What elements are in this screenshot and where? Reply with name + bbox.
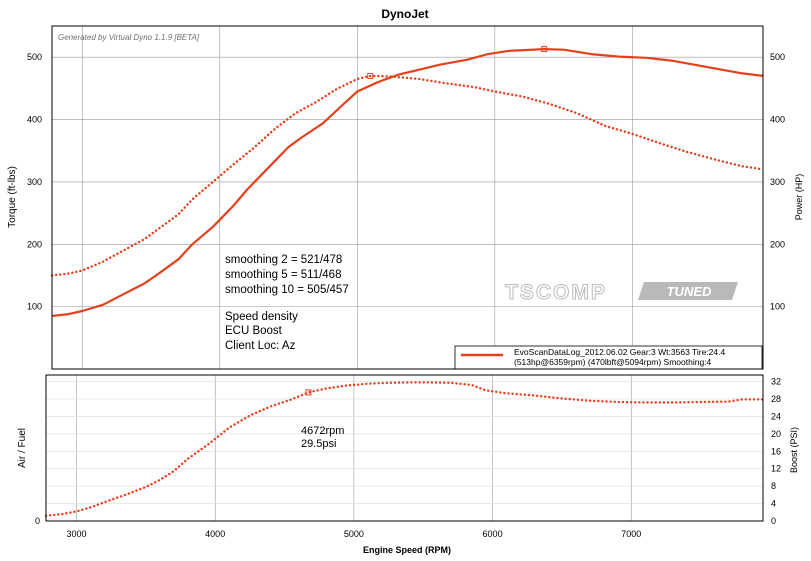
annotation-line: smoothing 10 = 505/457	[225, 284, 349, 296]
torque-tick-label: 500	[27, 52, 42, 62]
legend: EvoScanDataLog_2012.06.02 Gear:3 Wt:3563…	[454, 345, 763, 370]
boost-tick-label: 24	[771, 411, 781, 421]
annotation-line: ECU Boost	[225, 325, 283, 337]
boost-tick-label: 28	[771, 394, 781, 404]
watermark-tuned: TUNED	[667, 284, 712, 299]
boost-tick-label: 20	[771, 429, 781, 439]
bottom-grid: 3000 4000 5000 6000 7000 0 4 8 12 16 20 24 28 32 0	[35, 375, 781, 539]
bottom-series-group	[44, 381, 765, 517]
rpm-tick-label: 5000	[344, 529, 364, 539]
tscomp-watermark: TSCOMP TUNED	[505, 281, 738, 305]
rpm-tick-label: 6000	[483, 529, 503, 539]
top-series-group	[50, 46, 765, 318]
x-axis-label: Engine Speed (RPM)	[363, 545, 451, 555]
boost-series-line	[44, 381, 765, 517]
power-series-line	[51, 48, 764, 318]
chart-title: DynoJet	[381, 7, 428, 21]
power-tick-label: 300	[770, 177, 785, 187]
rpm-tick-label: 4000	[205, 529, 225, 539]
power-tick-label: 500	[770, 52, 785, 62]
boost-tick-label: 4	[771, 499, 776, 509]
boost-marker	[305, 389, 312, 396]
torque-tick-label: 300	[27, 177, 42, 187]
y-axis-label-airfuel: Air / Fuel	[17, 428, 28, 468]
rpm-tick-label: 7000	[621, 529, 641, 539]
boost-tick-label: 8	[771, 481, 776, 491]
peak-marker	[541, 46, 548, 53]
legend-line-2: (513hp@6359rpm) (470lbft@5094rpm) Smooth…	[514, 357, 712, 367]
boost-tick-label: 0	[771, 516, 776, 526]
annotation-line: smoothing 5 = 511/468	[225, 269, 341, 281]
torque-series-line	[50, 74, 765, 277]
y-axis-label-boost: Boost (PSI)	[789, 427, 799, 473]
peak-marker	[367, 72, 374, 79]
boost-marker-label: 29.5psi	[301, 438, 336, 450]
rpm-tick-label: 3000	[66, 529, 86, 539]
annotation-line: Speed density	[225, 311, 298, 323]
power-tick-label: 200	[770, 239, 785, 249]
y-axis-label-power: Power (HP)	[794, 174, 804, 221]
bottom-plot-frame	[45, 374, 764, 522]
top-plot-frame	[51, 25, 764, 370]
boost-tick-label: 12	[771, 464, 781, 474]
power-tick-label: 400	[770, 115, 785, 125]
annotation-line: Client Loc: Az	[225, 340, 296, 352]
legend-line-1: EvoScanDataLog_2012.06.02 Gear:3 Wt:3563…	[514, 347, 725, 357]
torque-tick-label: 200	[27, 239, 42, 249]
boost-tick-label: 32	[771, 377, 781, 387]
boost-marker-label: 4672rpm	[301, 425, 344, 437]
generated-by-label: Generated by Virtual Dyno 1.1.9 [BETA]	[58, 33, 200, 42]
boost-panel: 3000 4000 5000 6000 7000 0 4 8 12 16 20 24 28 32 0 467…	[17, 374, 799, 555]
torque-power-panel: 100 100 200 200 300 300 400 400 500 500 Generated…	[7, 25, 804, 370]
airfuel-tick-label: 0	[35, 516, 40, 526]
annotation-block: smoothing 2 = 521/478 smoothing 5 = 511/…	[225, 254, 349, 352]
watermark-tuned-badge	[638, 282, 738, 300]
watermark-tscomp: TSCOMP	[505, 281, 607, 304]
y-axis-label-torque: Torque (ft-lbs)	[7, 166, 18, 228]
boost-tick-label: 16	[771, 446, 781, 456]
torque-tick-label: 400	[27, 115, 42, 125]
torque-tick-label: 100	[27, 302, 42, 312]
annotation-line: smoothing 2 = 521/478	[225, 254, 342, 266]
power-tick-label: 100	[770, 302, 785, 312]
